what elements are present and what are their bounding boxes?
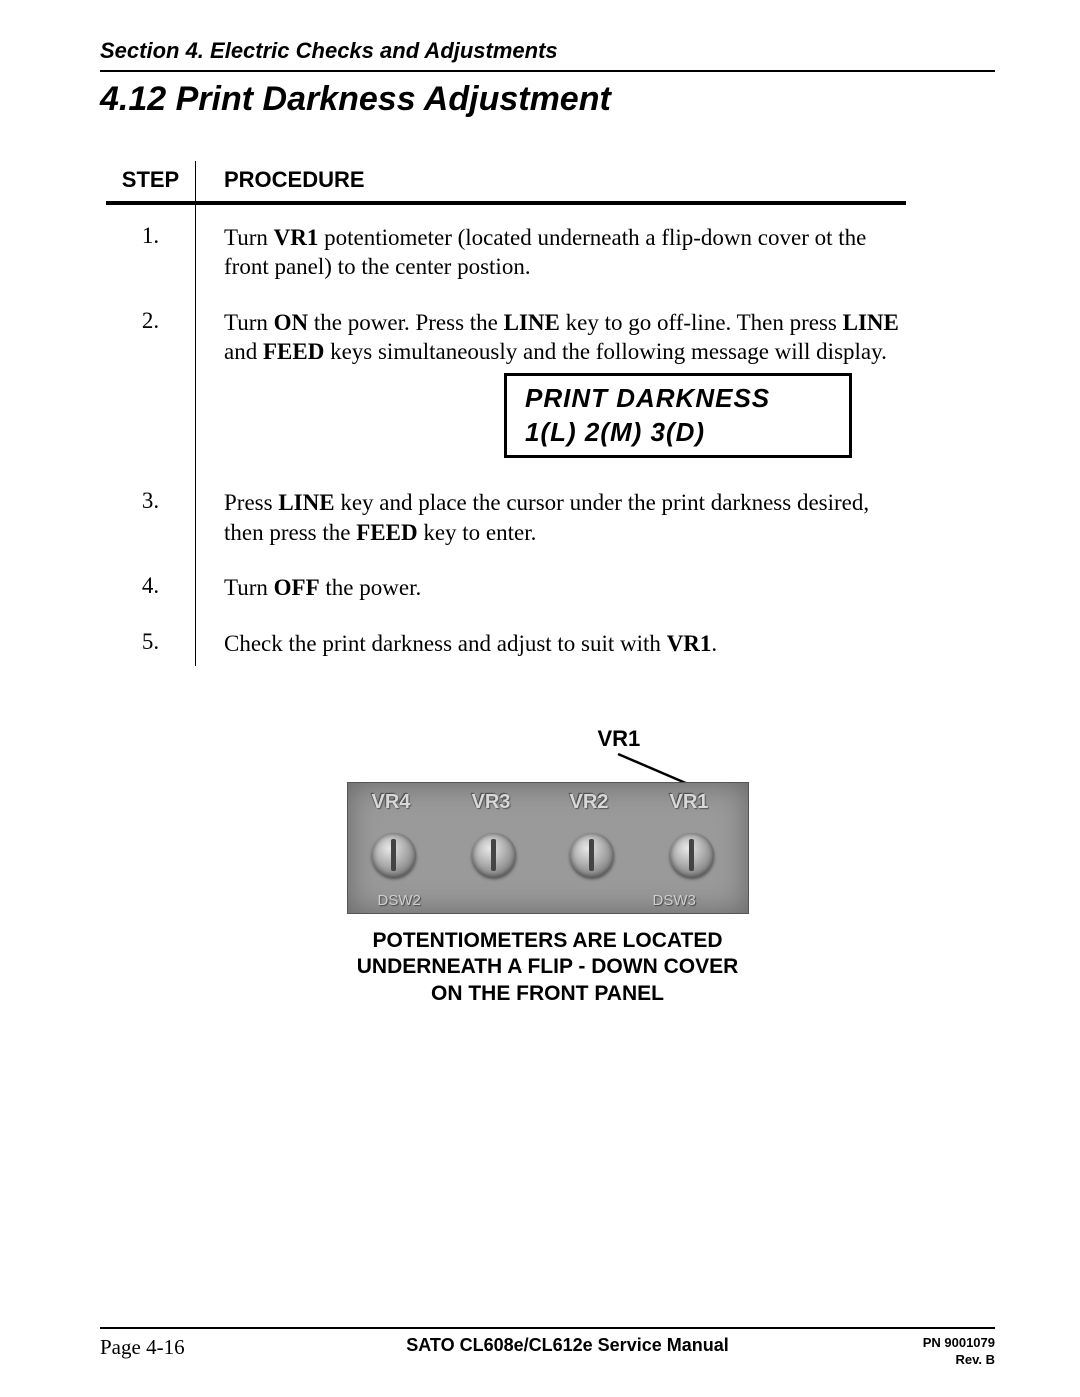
pot-label: VR1 — [670, 791, 709, 814]
col-header-step: STEP — [106, 161, 196, 205]
footer-page-number: Page 4-16 — [100, 1335, 280, 1360]
lcd-line2: 1(L) 2(M) 3(D) — [525, 416, 835, 450]
footer-part-number: PN 9001079 — [855, 1335, 995, 1352]
step-number: 1. — [106, 205, 196, 290]
caption-line: UNDERNEATH A FLIP - DOWN COVER — [338, 954, 758, 980]
step-number: 4. — [106, 555, 196, 610]
pot-label: VR4 — [372, 791, 411, 814]
step-text-content: Turn ON the power. Press the LINE key to… — [224, 310, 899, 364]
step-text: Press LINE key and place the cursor unde… — [196, 470, 906, 555]
step-number: 5. — [106, 611, 196, 666]
step-number: 3. — [106, 470, 196, 555]
step-number: 2. — [106, 290, 196, 470]
potentiometer-icon — [670, 833, 714, 877]
vr1-callout: VR1 — [598, 726, 758, 752]
step-text: Turn VR1 potentiometer (located undernea… — [196, 205, 906, 290]
pot-label: VR3 — [472, 791, 511, 814]
section-header: Section 4. Electric Checks and Adjustmen… — [100, 38, 995, 72]
pot-label: VR2 — [570, 791, 609, 814]
page-footer: Page 4-16 SATO CL608e/CL612e Service Man… — [0, 1327, 1080, 1369]
procedure-table: STEP PROCEDURE 1. Turn VR1 potentiometer… — [106, 161, 906, 666]
potentiometer-icon — [570, 833, 614, 877]
potentiometer-panel: VR4 VR3 VR2 VR1 DSW2 DSW3 — [347, 782, 749, 914]
potentiometer-icon — [472, 833, 516, 877]
figure-block: VR1 VR4 VR3 VR2 VR1 DSW2 DSW3 POTENTIOME… — [338, 726, 758, 1007]
lcd-line1: PRINT DARKNESS — [525, 382, 835, 416]
footer-revision: Rev. B — [855, 1352, 995, 1369]
pcb-bottom-label: DSW2 — [378, 892, 421, 909]
pcb-bottom-label: DSW3 — [653, 892, 696, 909]
lcd-display: PRINT DARKNESS 1(L) 2(M) 3(D) — [504, 373, 852, 459]
footer-manual-title: SATO CL608e/CL612e Service Manual — [280, 1335, 855, 1356]
caption-line: ON THE FRONT PANEL — [338, 981, 758, 1007]
figure-caption: POTENTIOMETERS ARE LOCATED UNDERNEATH A … — [338, 928, 758, 1007]
step-text: Turn ON the power. Press the LINE key to… — [196, 290, 906, 470]
step-text: Turn OFF the power. — [196, 555, 906, 610]
page-title: 4.12 Print Darkness Adjustment — [100, 80, 995, 119]
potentiometer-icon — [372, 833, 416, 877]
step-text: Check the print darkness and adjust to s… — [196, 611, 906, 666]
caption-line: POTENTIOMETERS ARE LOCATED — [338, 928, 758, 954]
col-header-procedure: PROCEDURE — [196, 161, 906, 205]
pointer-line-icon — [338, 752, 758, 786]
